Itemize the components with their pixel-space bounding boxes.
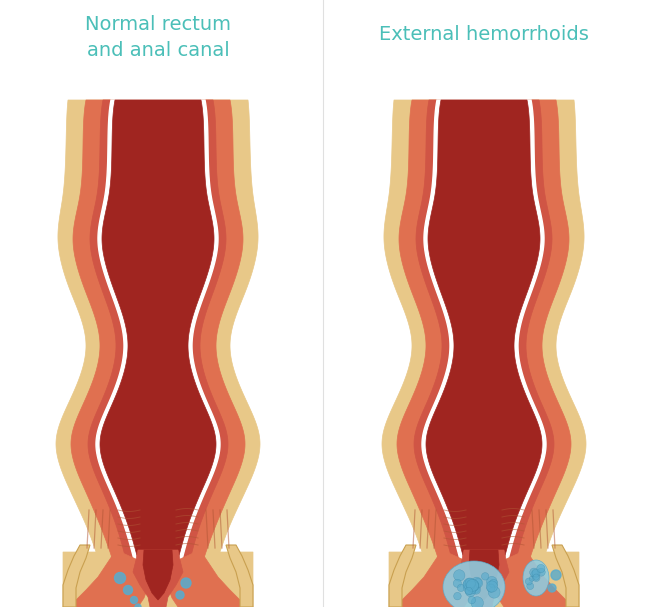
Polygon shape bbox=[63, 552, 253, 607]
Polygon shape bbox=[552, 545, 579, 607]
Circle shape bbox=[130, 597, 138, 603]
Polygon shape bbox=[382, 100, 586, 572]
Polygon shape bbox=[389, 550, 474, 607]
Circle shape bbox=[526, 583, 534, 589]
Circle shape bbox=[470, 582, 479, 591]
Polygon shape bbox=[397, 100, 571, 572]
Circle shape bbox=[457, 585, 464, 592]
Circle shape bbox=[453, 570, 465, 581]
Polygon shape bbox=[459, 550, 509, 607]
Ellipse shape bbox=[523, 560, 549, 596]
Polygon shape bbox=[71, 100, 245, 572]
Circle shape bbox=[531, 571, 539, 578]
Text: Normal rectum
and anal canal: Normal rectum and anal canal bbox=[85, 15, 231, 61]
Polygon shape bbox=[226, 545, 253, 607]
Circle shape bbox=[486, 581, 497, 592]
Circle shape bbox=[481, 572, 489, 580]
Circle shape bbox=[466, 579, 479, 592]
Circle shape bbox=[181, 578, 191, 588]
Circle shape bbox=[525, 578, 532, 585]
Circle shape bbox=[468, 597, 475, 604]
Polygon shape bbox=[414, 100, 554, 572]
Circle shape bbox=[176, 591, 184, 599]
Circle shape bbox=[471, 597, 483, 607]
Circle shape bbox=[486, 577, 497, 587]
Circle shape bbox=[548, 584, 556, 592]
Circle shape bbox=[468, 581, 480, 594]
Circle shape bbox=[466, 582, 477, 591]
Polygon shape bbox=[143, 550, 173, 600]
Polygon shape bbox=[494, 550, 579, 607]
Circle shape bbox=[529, 576, 534, 582]
Polygon shape bbox=[469, 550, 499, 600]
Polygon shape bbox=[88, 100, 228, 572]
Circle shape bbox=[530, 568, 538, 577]
Circle shape bbox=[463, 578, 475, 590]
Circle shape bbox=[123, 586, 132, 594]
Circle shape bbox=[487, 584, 495, 592]
Circle shape bbox=[472, 577, 482, 588]
Circle shape bbox=[489, 579, 498, 588]
Polygon shape bbox=[63, 550, 148, 607]
Circle shape bbox=[463, 580, 474, 590]
Polygon shape bbox=[133, 550, 183, 607]
Polygon shape bbox=[422, 100, 546, 572]
Circle shape bbox=[465, 578, 475, 588]
Polygon shape bbox=[56, 100, 260, 572]
Circle shape bbox=[453, 579, 461, 588]
Circle shape bbox=[537, 568, 545, 576]
Polygon shape bbox=[389, 545, 416, 607]
Circle shape bbox=[533, 574, 539, 580]
Polygon shape bbox=[426, 100, 542, 572]
Circle shape bbox=[532, 569, 540, 577]
Polygon shape bbox=[100, 100, 216, 572]
Circle shape bbox=[467, 585, 475, 592]
Circle shape bbox=[474, 578, 483, 588]
Circle shape bbox=[465, 588, 472, 595]
Polygon shape bbox=[389, 552, 579, 607]
Circle shape bbox=[114, 572, 125, 583]
Polygon shape bbox=[96, 100, 220, 572]
Circle shape bbox=[472, 586, 481, 594]
Circle shape bbox=[135, 604, 141, 607]
Ellipse shape bbox=[443, 561, 505, 607]
Circle shape bbox=[465, 586, 475, 597]
Circle shape bbox=[464, 582, 477, 594]
Circle shape bbox=[453, 592, 461, 600]
Text: External hemorrhoids: External hemorrhoids bbox=[379, 25, 589, 44]
Circle shape bbox=[468, 580, 479, 591]
Circle shape bbox=[532, 574, 540, 582]
Circle shape bbox=[467, 585, 475, 592]
Circle shape bbox=[551, 570, 561, 580]
Polygon shape bbox=[168, 550, 253, 607]
Polygon shape bbox=[63, 545, 90, 607]
Circle shape bbox=[488, 586, 500, 598]
Circle shape bbox=[537, 565, 545, 572]
